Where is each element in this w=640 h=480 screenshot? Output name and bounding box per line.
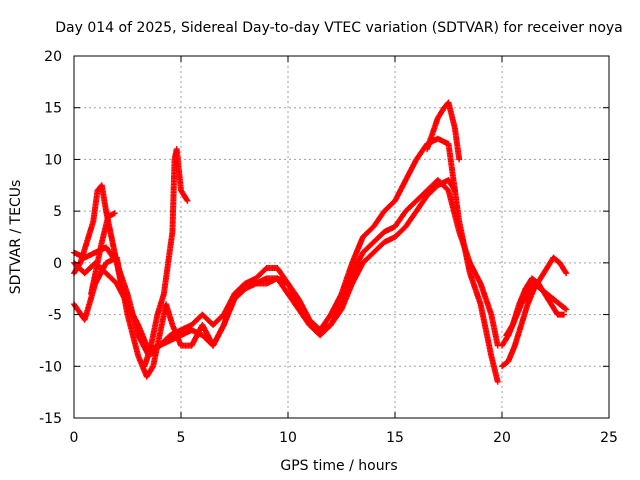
plus-markers (88, 210, 118, 297)
series-track-5 (141, 146, 191, 370)
y-tick-label: 20 (44, 49, 62, 65)
plus-markers (499, 254, 570, 370)
series-track-8 (499, 254, 570, 370)
plus-markers (424, 99, 463, 163)
x-tick-label: 10 (279, 430, 297, 446)
x-tick-label: 20 (493, 430, 511, 446)
y-tick-label: 5 (53, 204, 62, 220)
y-axis-label: SDTVAR / TECUs (8, 180, 24, 295)
y-tick-label: -10 (39, 359, 62, 375)
series-track-7 (424, 99, 463, 163)
plus-markers (71, 135, 501, 385)
x-axis-label: GPS time / hours (280, 458, 397, 474)
y-tick-label: -5 (48, 308, 62, 324)
chart-title: Day 014 of 2025, Sidereal Day-to-day VTE… (55, 20, 623, 36)
x-tick-label: 0 (70, 430, 79, 446)
x-tick-label: 25 (600, 430, 618, 446)
plus-markers (503, 275, 568, 339)
x-tick-label: 5 (177, 430, 186, 446)
series-track-10 (503, 275, 568, 339)
y-tick-label: 0 (53, 256, 62, 272)
axis-ticks: 0 5 10 15 20 25 20 15 10 5 0 -5 -10 -15 (39, 49, 618, 446)
x-tick-label: 15 (386, 430, 404, 446)
plot-frame (73, 55, 610, 419)
series-track-2 (71, 177, 501, 359)
data-points (71, 99, 570, 385)
plus-markers (141, 146, 191, 370)
y-tick-label: 10 (44, 152, 62, 168)
plus-markers (71, 177, 501, 359)
y-tick-label: -15 (39, 411, 62, 427)
series-track-1 (71, 135, 501, 385)
y-tick-label: 15 (44, 101, 62, 117)
series-track-6 (88, 210, 118, 297)
